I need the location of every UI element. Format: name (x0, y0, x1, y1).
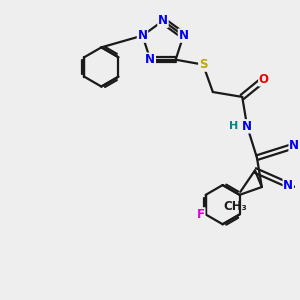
Text: CH₃: CH₃ (224, 200, 247, 213)
Text: N: N (242, 120, 252, 133)
Text: N: N (178, 29, 188, 42)
Text: O: O (259, 73, 269, 86)
Text: N: N (137, 29, 148, 42)
Text: F: F (197, 208, 205, 221)
Text: N: N (289, 140, 299, 152)
Text: N: N (283, 178, 293, 192)
Text: N: N (158, 14, 168, 27)
Text: H: H (229, 121, 238, 131)
Text: S: S (199, 58, 207, 71)
Text: N: N (145, 53, 155, 66)
